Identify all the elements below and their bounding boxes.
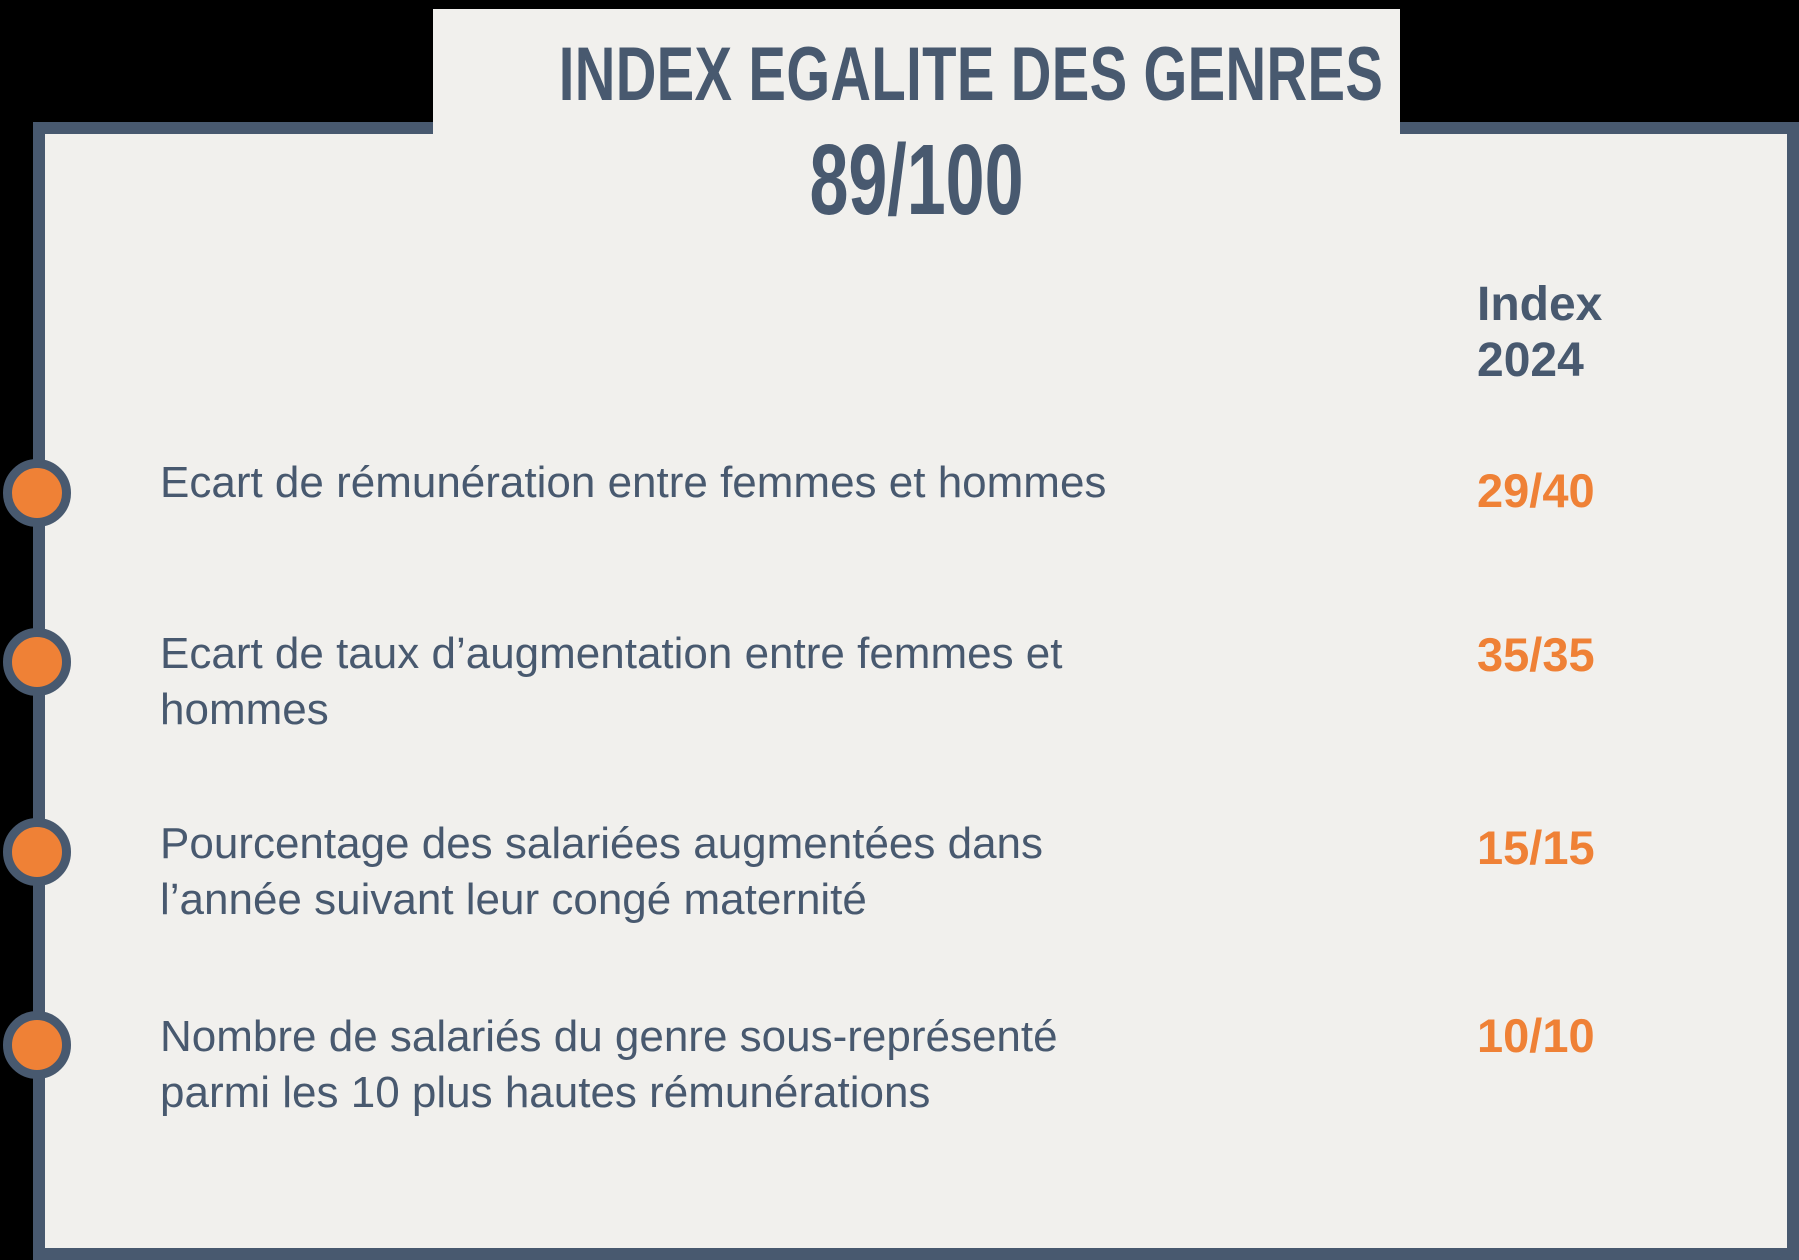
bullet-icon [3, 818, 71, 886]
row-label-augmentation: Ecart de taux d’augmentation entre femme… [160, 629, 1063, 734]
row-score-remuneration: 29/40 [1477, 464, 1595, 517]
row-score-conge-maternite: 15/15 [1477, 821, 1595, 874]
row-score-augmentation: 35/35 [1477, 628, 1595, 681]
title-banner: INDEX EGALITE DES GENRES 89/100 [433, 9, 1400, 235]
row-label-conge-maternite: Pourcentage des salariées augmentées dan… [160, 819, 1044, 924]
index-card-frame [33, 122, 1799, 1260]
row-label-hautes-remunerations: Nombre de salariés du genre sous-représe… [160, 1012, 1058, 1117]
row-label-remuneration: Ecart de rémunération entre femmes et ho… [160, 458, 1107, 507]
overall-score: 89/100 [809, 124, 1024, 236]
bullet-icon [3, 628, 71, 696]
row-score-hautes-remunerations: 10/10 [1477, 1009, 1595, 1062]
bullet-icon [3, 459, 71, 527]
bullet-icon [3, 1011, 71, 1079]
column-header-index-2024: Index 2024 [1477, 278, 1603, 388]
page-title: INDEX EGALITE DES GENRES [558, 32, 1384, 117]
